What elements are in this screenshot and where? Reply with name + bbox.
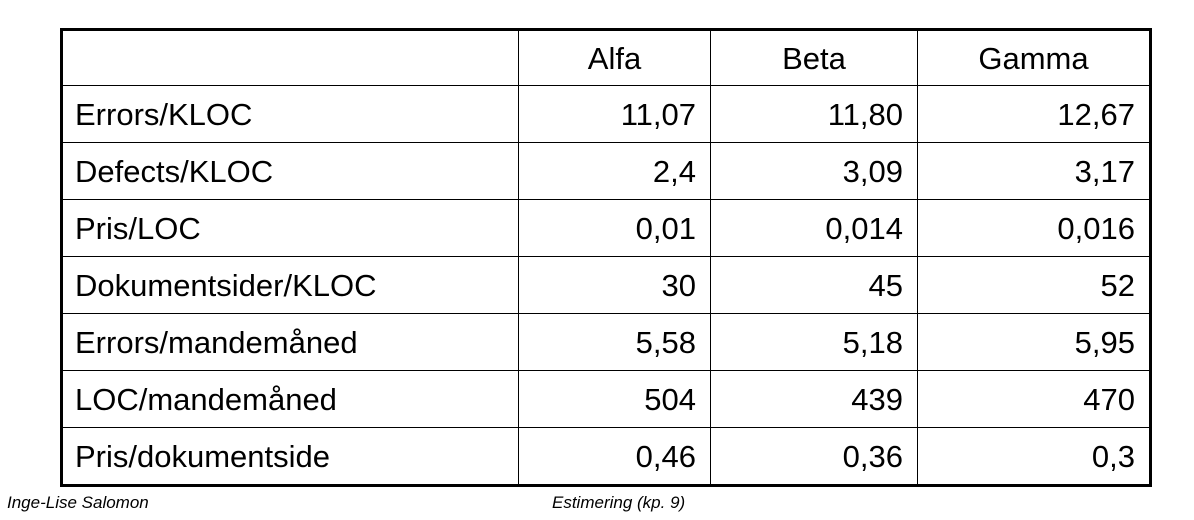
row-label-errors-per-kloc: Errors/KLOC <box>61 85 519 143</box>
table-row: Errors/mandemåned 5,58 5,18 5,95 <box>61 313 1151 371</box>
cell-alfa: 0,01 <box>518 199 711 257</box>
table-row: LOC/mandemåned 504 439 470 <box>61 370 1151 428</box>
row-label-loc-per-mandemaaned: LOC/mandemåned <box>61 370 519 428</box>
footer-author: Inge-Lise Salomon <box>7 493 149 512</box>
table-row: Defects/KLOC 2,4 3,09 3,17 <box>61 142 1151 200</box>
cell-alfa: 0,46 <box>518 427 711 486</box>
cell-beta: 45 <box>710 256 918 314</box>
cell-gamma: 52 <box>917 256 1151 314</box>
cell-gamma: 470 <box>917 370 1151 428</box>
cell-beta: 3,09 <box>710 142 918 200</box>
cell-alfa: 11,07 <box>518 85 711 143</box>
cell-beta: 439 <box>710 370 918 428</box>
cell-gamma: 0,3 <box>917 427 1151 486</box>
cell-beta: 11,80 <box>710 85 918 143</box>
footer-title: Estimering (kp. 9) <box>552 493 686 512</box>
column-header-gamma: Gamma <box>917 29 1151 86</box>
row-label-pris-per-dokumentside: Pris/dokumentside <box>61 427 519 486</box>
row-label-defects-per-kloc: Defects/KLOC <box>61 142 519 200</box>
table-row: Pris/LOC 0,01 0,014 0,016 <box>61 199 1151 257</box>
cell-beta: 0,014 <box>710 199 918 257</box>
cell-alfa: 2,4 <box>518 142 711 200</box>
cell-alfa: 5,58 <box>518 313 711 371</box>
cell-beta: 0,36 <box>710 427 918 486</box>
cell-gamma: 5,95 <box>917 313 1151 371</box>
table-row: Errors/KLOC 11,07 11,80 12,67 <box>61 85 1151 143</box>
cell-alfa: 30 <box>518 256 711 314</box>
row-label-errors-per-mandemaaned: Errors/mandemåned <box>61 313 519 371</box>
header-row: Alfa Beta Gamma <box>61 29 1151 86</box>
table-row: Pris/dokumentside 0,46 0,36 0,3 <box>61 427 1151 486</box>
metrics-table: Alfa Beta Gamma Errors/KLOC 11,07 11,80 … <box>60 28 1152 487</box>
cell-beta: 5,18 <box>710 313 918 371</box>
cell-gamma: 12,67 <box>917 85 1151 143</box>
column-header-alfa: Alfa <box>518 29 711 86</box>
header-corner-cell <box>61 29 519 86</box>
row-label-pris-per-loc: Pris/LOC <box>61 199 519 257</box>
cell-gamma: 0,016 <box>917 199 1151 257</box>
cell-gamma: 3,17 <box>917 142 1151 200</box>
row-label-dokumentsider-per-kloc: Dokumentsider/KLOC <box>61 256 519 314</box>
cell-alfa: 504 <box>518 370 711 428</box>
table-row: Dokumentsider/KLOC 30 45 52 <box>61 256 1151 314</box>
column-header-beta: Beta <box>710 29 918 86</box>
